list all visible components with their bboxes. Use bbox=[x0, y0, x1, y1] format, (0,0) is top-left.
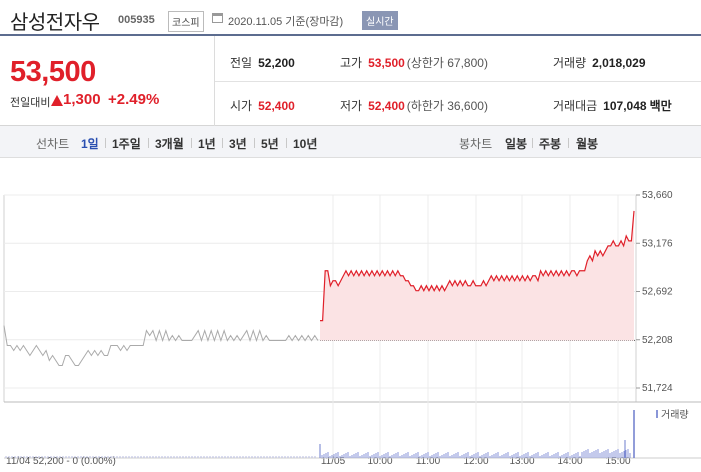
volume-legend-label: 거래량 bbox=[661, 409, 689, 421]
toolbar-divider bbox=[191, 138, 192, 148]
stat-value: 52,200 bbox=[258, 56, 295, 70]
stat-value: 53,500 bbox=[368, 56, 405, 70]
stat-high: 고가 53,500 (상한가 67,800) bbox=[340, 54, 488, 71]
candle-tab-weekly[interactable]: 주봉 bbox=[539, 137, 562, 151]
x-tick-label: 13:00 bbox=[509, 456, 534, 467]
stat-open: 시가 52,400 bbox=[230, 97, 295, 114]
stat-value: 52,400 bbox=[368, 99, 405, 113]
x-tick-label: 10:00 bbox=[367, 456, 392, 467]
period-tab-5y[interactable]: 5년 bbox=[261, 137, 279, 151]
up-triangle-icon bbox=[51, 95, 63, 106]
toolbar-divider bbox=[105, 138, 106, 148]
y-tick-label: 52,692 bbox=[642, 287, 673, 298]
toolbar-divider bbox=[286, 138, 287, 148]
stat-prev-close: 전일 52,200 bbox=[230, 54, 295, 71]
x-tick-label: 15:00 bbox=[605, 456, 630, 467]
volume-legend-marker bbox=[656, 410, 658, 418]
today-area-fill bbox=[320, 210, 634, 341]
candle-tab-monthly[interactable]: 월봉 bbox=[576, 137, 599, 151]
period-tab-3m[interactable]: 3개월 bbox=[155, 137, 184, 151]
stat-label: 저가 bbox=[340, 99, 363, 113]
change-value: 1,300 bbox=[63, 91, 101, 108]
x-tick-label: 11:00 bbox=[416, 456, 441, 467]
line-chart-label: 선차트 bbox=[36, 137, 70, 151]
toolbar-divider bbox=[568, 138, 569, 148]
x-tick-label: 14:00 bbox=[557, 456, 582, 467]
stat-label: 고가 bbox=[340, 56, 363, 70]
stock-header: 삼성전자우 005935 코스피 2020.11.05 기준(장마감) 실시간 bbox=[0, 0, 701, 36]
upper-limit: (상한가 67,800) bbox=[406, 56, 488, 70]
y-tick-label: 52,208 bbox=[642, 335, 673, 346]
stat-label: 시가 bbox=[230, 99, 253, 113]
prev-day-line bbox=[3, 325, 319, 366]
lower-limit: (하한가 36,600) bbox=[406, 99, 488, 113]
chart-toolbar: 선차트 1일 1주일 3개월 1년 3년 5년 10년 봉차트 일봉 주봉 월봉 bbox=[0, 126, 701, 158]
price-summary: 53,500 전일대비 1,300 +2.49% 전일 52,200 고가 53,5… bbox=[0, 36, 701, 126]
stat-label: 거래대금 bbox=[553, 99, 598, 113]
stat-value: 52,400 bbox=[258, 99, 295, 113]
stat-label: 전일 bbox=[230, 56, 253, 70]
candle-chart-label: 봉차트 bbox=[459, 137, 493, 151]
toolbar-divider bbox=[148, 138, 149, 148]
stat-value: 107,048 bbox=[603, 99, 647, 113]
x-tick-label: 11/05 bbox=[321, 456, 346, 467]
y-tick-label: 51,724 bbox=[642, 383, 673, 394]
toolbar-divider bbox=[532, 138, 533, 148]
intraday-chart[interactable]: 53,660 53,176 52,692 52,208 51,724 11/05 10:00… bbox=[0, 158, 701, 472]
stats-divider bbox=[215, 81, 701, 82]
calendar-icon bbox=[212, 13, 223, 23]
period-tab-1y[interactable]: 1년 bbox=[198, 137, 216, 151]
trade-value-unit: 백만 bbox=[649, 99, 672, 113]
prev-day-label: 11/04 52,200 - 0 (0.00%) bbox=[6, 456, 116, 467]
period-tab-3y[interactable]: 3년 bbox=[229, 137, 247, 151]
period-tab-10y[interactable]: 10년 bbox=[293, 137, 318, 151]
y-tick-label: 53,660 bbox=[642, 190, 673, 201]
candle-tab-daily[interactable]: 일봉 bbox=[505, 137, 528, 151]
period-tab-1d[interactable]: 1일 bbox=[81, 137, 99, 151]
current-price-box: 53,500 전일대비 1,300 +2.49% bbox=[0, 36, 215, 126]
stat-volume: 거래량 2,018,029 bbox=[553, 54, 646, 71]
today-line bbox=[320, 210, 635, 322]
stat-low: 저가 52,400 (하한가 36,600) bbox=[340, 97, 488, 114]
stock-name[interactable]: 삼성전자우 bbox=[10, 12, 100, 34]
period-tab-1w[interactable]: 1주일 bbox=[112, 137, 141, 151]
change-label: 전일대비 bbox=[10, 97, 51, 109]
stat-trade-value: 거래대금 107,048 백만 bbox=[553, 97, 672, 114]
chart-svg: 53,660 53,176 52,692 52,208 51,724 11/05 10:00… bbox=[3, 190, 701, 467]
toolbar-divider bbox=[222, 138, 223, 148]
base-date: 2020.11.05 기준(장마감) bbox=[228, 16, 344, 28]
x-tick-label: 12:00 bbox=[463, 456, 488, 467]
stat-value: 2,018,029 bbox=[592, 56, 646, 70]
stat-label: 거래량 bbox=[553, 56, 587, 70]
current-price: 53,500 bbox=[10, 56, 96, 88]
y-tick-label: 53,176 bbox=[642, 238, 673, 249]
stock-code: 005935 bbox=[118, 14, 155, 26]
toolbar-divider bbox=[254, 138, 255, 148]
change-percent: +2.49% bbox=[108, 91, 160, 108]
market-badge: 코스피 bbox=[168, 11, 204, 32]
realtime-button[interactable]: 실시간 bbox=[362, 11, 398, 30]
